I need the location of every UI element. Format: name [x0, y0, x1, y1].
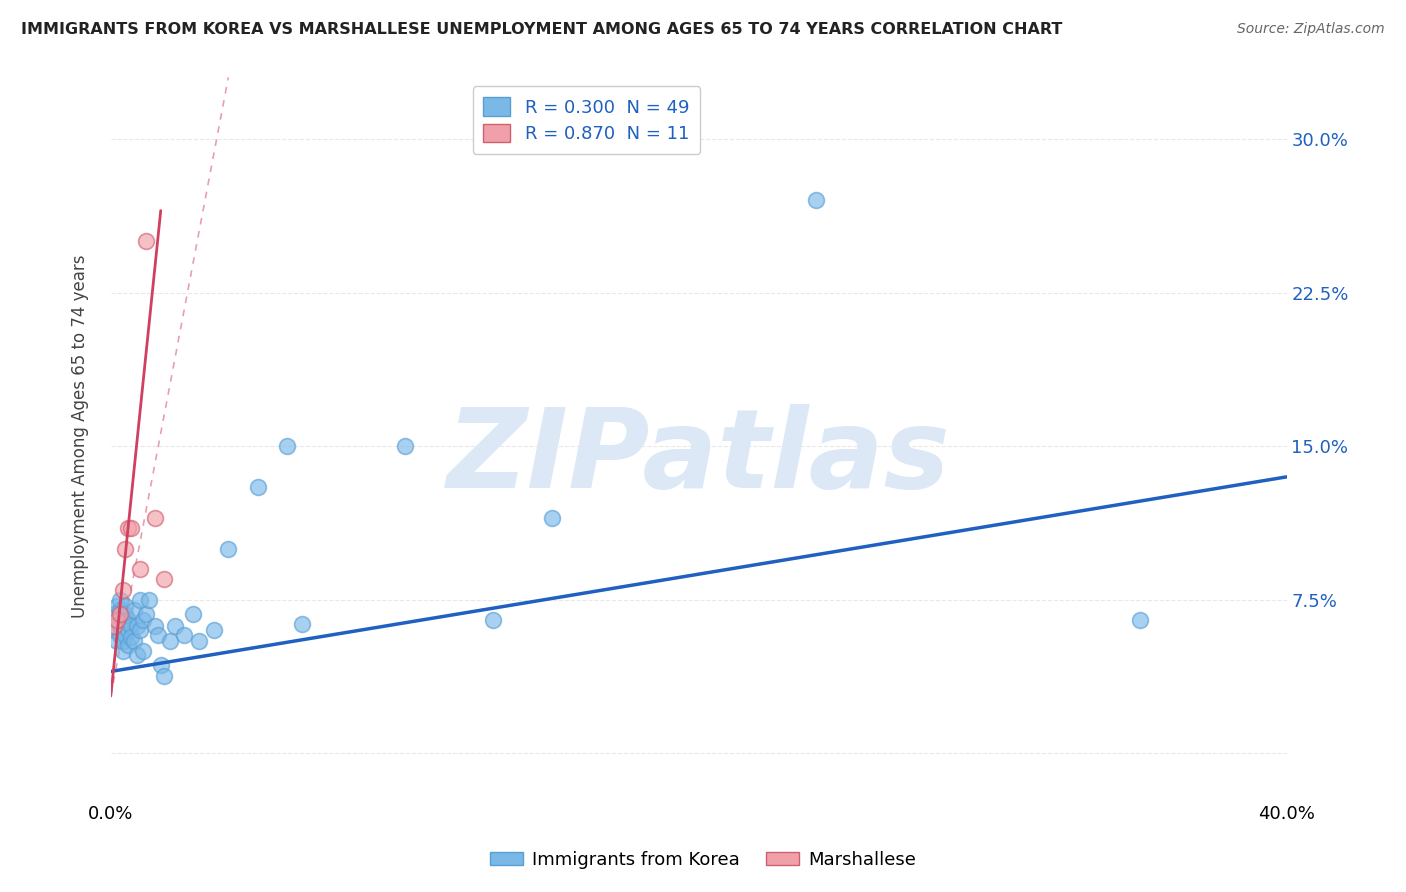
Point — [127, 619, 149, 633]
Point — [165, 619, 187, 633]
Point — [105, 599, 128, 613]
Point — [143, 511, 166, 525]
Point — [111, 624, 134, 638]
Point — [132, 613, 155, 627]
Point — [120, 521, 142, 535]
Point — [173, 627, 195, 641]
Point — [117, 613, 139, 627]
Point — [124, 603, 146, 617]
Point — [103, 607, 125, 621]
Point — [129, 624, 152, 638]
Point — [111, 644, 134, 658]
Point — [114, 627, 136, 641]
Point — [217, 541, 239, 556]
Point — [181, 607, 204, 621]
Point — [132, 644, 155, 658]
Point — [108, 592, 131, 607]
Point — [105, 613, 128, 627]
Point — [111, 613, 134, 627]
Point — [103, 619, 125, 633]
Point — [108, 607, 131, 621]
Point — [114, 607, 136, 621]
Point — [276, 439, 298, 453]
Point — [138, 592, 160, 607]
Point — [108, 627, 131, 641]
Point — [135, 607, 157, 621]
Point — [135, 235, 157, 249]
Point — [117, 521, 139, 535]
Point — [111, 582, 134, 597]
Point — [127, 648, 149, 662]
Legend: Immigrants from Korea, Marshallese: Immigrants from Korea, Marshallese — [482, 844, 924, 876]
Point — [117, 638, 139, 652]
Text: ZIPatlas: ZIPatlas — [447, 404, 950, 511]
Point — [114, 541, 136, 556]
Point — [149, 658, 172, 673]
Point — [111, 633, 134, 648]
Point — [394, 439, 416, 453]
Point — [108, 619, 131, 633]
Point — [114, 599, 136, 613]
Legend: R = 0.300  N = 49, R = 0.870  N = 11: R = 0.300 N = 49, R = 0.870 N = 11 — [472, 87, 700, 154]
Point — [806, 194, 828, 208]
Point — [124, 633, 146, 648]
Point — [146, 627, 169, 641]
Point — [108, 603, 131, 617]
Text: Source: ZipAtlas.com: Source: ZipAtlas.com — [1237, 22, 1385, 37]
Point — [129, 592, 152, 607]
Point — [159, 633, 181, 648]
Point — [143, 619, 166, 633]
Point — [246, 480, 269, 494]
Point — [540, 511, 562, 525]
Point — [202, 624, 225, 638]
Point — [117, 624, 139, 638]
Point — [152, 668, 174, 682]
Y-axis label: Unemployment Among Ages 65 to 74 years: Unemployment Among Ages 65 to 74 years — [72, 254, 89, 617]
Point — [291, 617, 314, 632]
Point — [103, 624, 125, 638]
Text: IMMIGRANTS FROM KOREA VS MARSHALLESE UNEMPLOYMENT AMONG AGES 65 TO 74 YEARS CORR: IMMIGRANTS FROM KOREA VS MARSHALLESE UNE… — [21, 22, 1063, 37]
Point — [188, 633, 211, 648]
Point — [120, 619, 142, 633]
Point — [129, 562, 152, 576]
Point — [1129, 613, 1152, 627]
Point — [105, 633, 128, 648]
Point — [120, 630, 142, 644]
Point — [482, 613, 505, 627]
Point — [152, 572, 174, 586]
